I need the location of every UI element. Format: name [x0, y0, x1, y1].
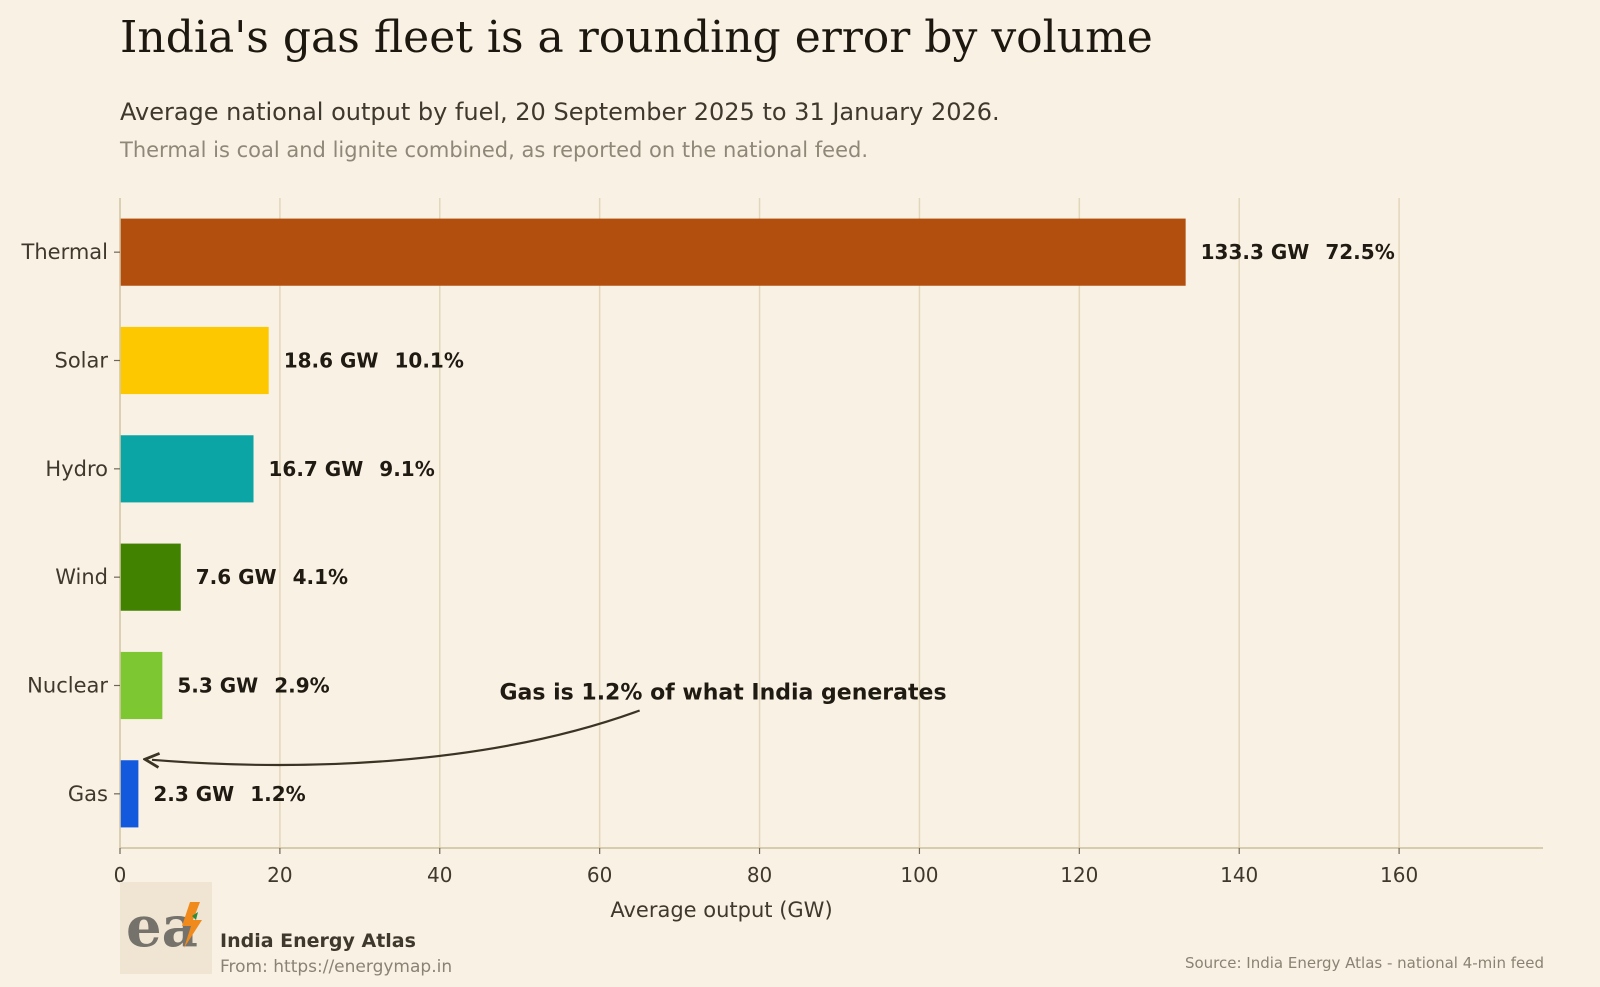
chart-title: India's gas fleet is a rounding error by…	[120, 12, 1153, 63]
bar-gas	[120, 760, 139, 828]
value-label-hydro: 16.7 GW	[269, 457, 364, 481]
annotation-arrow	[152, 709, 641, 765]
x-tick-label: 0	[114, 863, 127, 887]
x-tick-label: 120	[1060, 863, 1098, 887]
logo-lettering: ea	[126, 894, 198, 960]
chart-note: Thermal is coal and lignite combined, as…	[120, 138, 869, 162]
source-note: Source: India Energy Atlas - national 4-…	[1184, 954, 1544, 972]
category-label-solar: Solar	[54, 349, 108, 373]
leaf-icon	[192, 912, 198, 920]
bar-nuclear	[120, 651, 163, 720]
category-label-nuclear: Nuclear	[27, 674, 108, 698]
x-tick-label: 40	[427, 863, 452, 887]
bar-wind	[120, 543, 181, 611]
lightning-bolt-icon	[182, 902, 202, 948]
share-label-hydro: 9.1%	[379, 457, 434, 481]
bar-hydro	[120, 435, 254, 503]
share-label-gas: 1.2%	[250, 782, 305, 806]
annotation-text: Gas is 1.2% of what India generates	[499, 681, 946, 706]
x-tick-label: 60	[587, 863, 612, 887]
category-label-thermal: Thermal	[21, 240, 108, 264]
category-label-wind: Wind	[55, 565, 108, 589]
grid-lines	[119, 198, 1400, 848]
share-label-thermal: 72.5%	[1325, 240, 1394, 264]
category-label-hydro: Hydro	[45, 457, 108, 481]
value-label-thermal: 133.3 GW	[1201, 240, 1310, 264]
annotation: Gas is 1.2% of what India generates	[152, 681, 947, 765]
x-axis-label: Average output (GW)	[610, 898, 832, 922]
x-tick-label: 20	[267, 863, 292, 887]
x-tick-label: 100	[900, 863, 938, 887]
share-label-solar: 10.1%	[394, 349, 463, 373]
share-label-wind: 4.1%	[293, 565, 348, 589]
value-label-wind: 7.6 GW	[196, 565, 277, 589]
value-label-gas: 2.3 GW	[153, 782, 234, 806]
category-label-gas: Gas	[68, 782, 108, 806]
bars	[120, 218, 1186, 828]
x-axis: 0 20 40 60 80 100 120 140 160 Average output (GW)	[114, 198, 1543, 922]
brand-logo: ea	[120, 882, 212, 974]
bar-labels: Thermal 133.3 GW 72.5% Solar 18.6 GW 10.1% Hyd…	[21, 240, 1395, 806]
x-tick-label: 80	[747, 863, 772, 887]
brand-url: From: https://energymap.in	[220, 957, 453, 977]
bar-solar	[120, 326, 269, 395]
x-tick-label: 140	[1220, 863, 1258, 887]
brand-name: India Energy Atlas	[220, 930, 416, 952]
x-tick-label: 160	[1380, 863, 1418, 887]
chart-subtitle: Average national output by fuel, 20 Sept…	[120, 98, 1000, 126]
value-label-nuclear: 5.3 GW	[177, 674, 258, 698]
bar-thermal	[120, 218, 1186, 286]
value-label-solar: 18.6 GW	[284, 349, 379, 373]
share-label-nuclear: 2.9%	[274, 674, 329, 698]
